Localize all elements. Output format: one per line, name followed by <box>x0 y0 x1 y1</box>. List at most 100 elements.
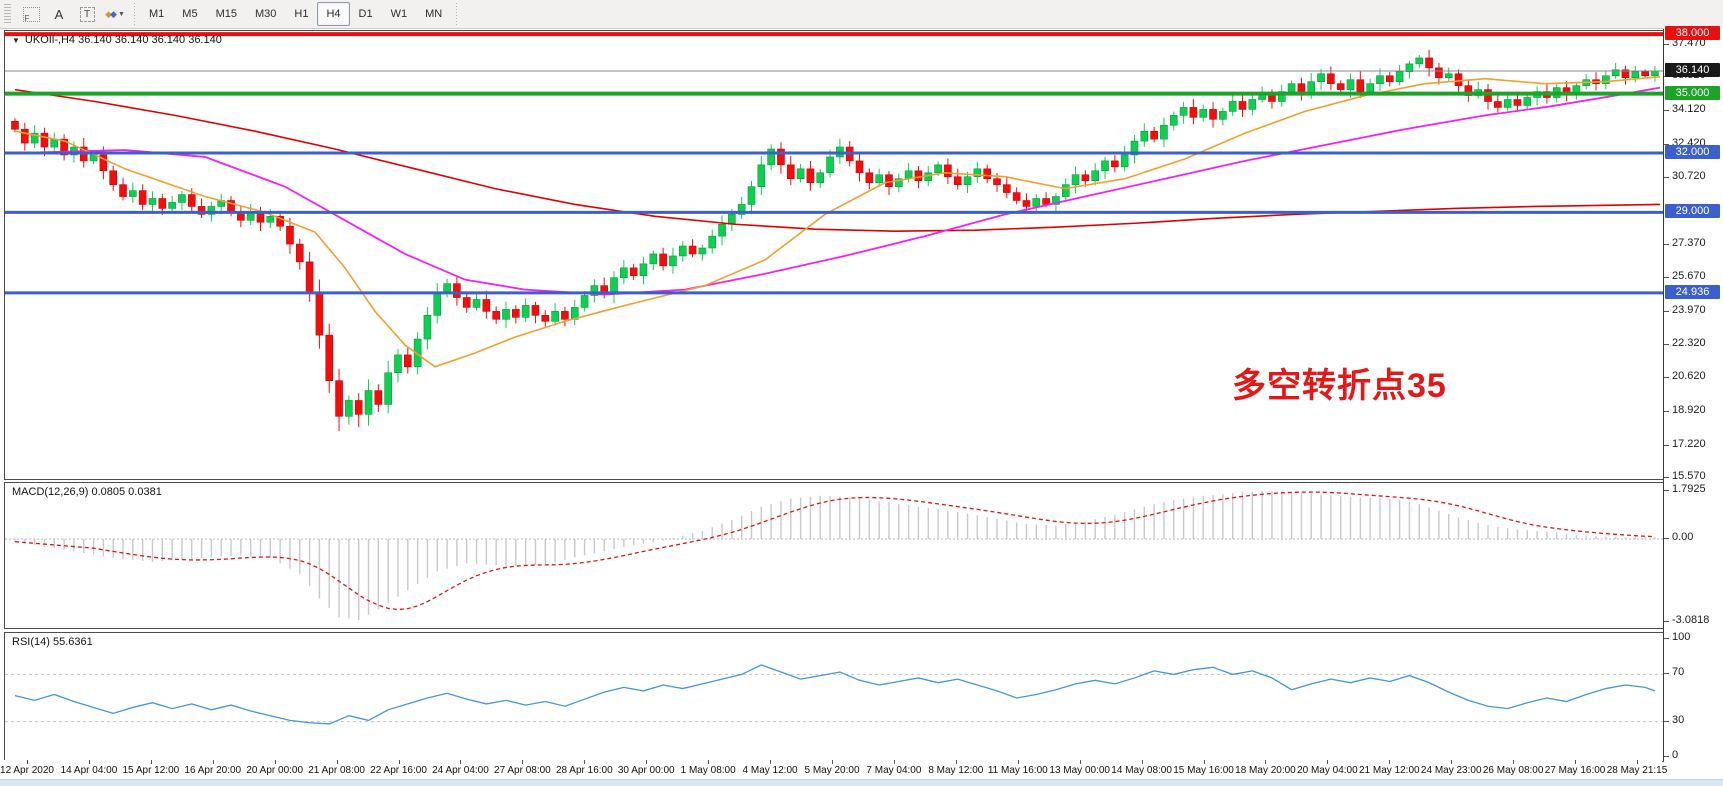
chart-title-text: UKOIl-,H4 36.140 36.140 36.140 36.140 <box>24 34 222 46</box>
text-box-icon[interactable]: T <box>74 2 100 26</box>
time-tick-mark <box>398 760 400 764</box>
time-tick-mark <box>1079 760 1081 764</box>
time-label: 26 May 08:00 <box>1482 765 1544 776</box>
ma-slow-red <box>14 88 1661 232</box>
time-tick-mark <box>274 760 276 764</box>
time-label: 21 Apr 08:00 <box>308 765 365 776</box>
axis-tick-mark <box>1664 720 1669 722</box>
rsi-tick-label: 30 <box>1672 713 1685 726</box>
time-tick-mark <box>27 760 28 764</box>
time-tick-mark <box>1017 760 1019 764</box>
time-label: 22 Apr 16:00 <box>370 765 427 776</box>
time-label: 7 May 04:00 <box>866 765 922 776</box>
toolbar-grip[interactable] <box>4 4 11 24</box>
rsi-tick-label: 70 <box>1672 666 1685 679</box>
time-label: 28 May 21:15 <box>1606 765 1668 776</box>
macd-indicator-label: MACD(12,26,9) 0.0805 0.0381 <box>12 486 162 498</box>
axis-tick-mark <box>1664 243 1669 245</box>
time-tick-mark <box>1637 760 1638 764</box>
chevron-down-icon: ▼ <box>117 10 125 18</box>
time-label: 16 Apr 20:00 <box>184 765 242 776</box>
timeframe-button-M1[interactable]: M1 <box>149 8 165 20</box>
time-label: 24 Apr 04:00 <box>432 765 489 776</box>
timeframe-button-group: M1 M5 M15 M30 H1 H4 D1 W1 MN <box>140 2 451 26</box>
axis-tick-mark <box>1664 343 1669 345</box>
field-grid-glyph: F <box>22 6 40 23</box>
timeframe-button-H4[interactable]: H4 <box>317 2 350 26</box>
time-tick-mark <box>646 760 648 764</box>
time-label: 24 May 23:00 <box>1420 765 1482 776</box>
timeframe-button-M30[interactable]: M30 <box>254 8 277 20</box>
toolbar-separator <box>134 3 135 25</box>
time-tick-mark <box>584 760 586 764</box>
annotation-text[interactable]: 多空转折点35 <box>1232 367 1447 405</box>
timeframe-button-H1[interactable]: H1 <box>294 8 309 20</box>
price-tick-label: 27.370 <box>1672 236 1706 249</box>
time-tick-mark <box>893 760 895 764</box>
macd-tick-label: 0.00 <box>1672 531 1694 543</box>
macd-tick-label: -3.0818 <box>1672 614 1710 627</box>
field-grid-icon[interactable]: F <box>18 2 44 26</box>
timeframe-button-M5[interactable]: M5 <box>182 8 198 20</box>
timeframe-button-W1[interactable]: W1 <box>390 8 408 20</box>
time-label: 13 May 00:00 <box>1049 765 1110 776</box>
arrange-objects-button[interactable]: ◆◆ ▼ <box>102 2 128 26</box>
time-tick-mark <box>1327 760 1329 764</box>
axis-tick-mark <box>1664 277 1669 279</box>
time-label: 18 May 20:00 <box>1235 765 1296 776</box>
price-tick-label: 15.570 <box>1672 470 1706 483</box>
time-label: 4 May 12:00 <box>742 765 798 776</box>
time-tick-mark <box>708 760 710 764</box>
price-line-label-32.000: 32.000 <box>1665 144 1720 159</box>
time-label: 20 Apr 00:00 <box>246 765 304 776</box>
price-line-label-36.140: 36.140 <box>1665 63 1720 77</box>
candles <box>11 49 1659 432</box>
time-tick-mark <box>1575 760 1577 764</box>
axis-tick-mark <box>1664 410 1669 412</box>
time-tick-mark <box>1141 760 1143 764</box>
axis-tick-mark <box>1664 109 1669 111</box>
time-label: 15 Apr 12:00 <box>122 765 180 776</box>
rsi-line <box>14 664 1656 725</box>
text-box-glyph: T <box>79 6 95 22</box>
chart-title[interactable]: ▼ UKOIl-,H4 36.140 36.140 36.140 36.140 <box>12 34 222 46</box>
time-tick-mark <box>336 760 338 764</box>
macd-panel[interactable] <box>4 482 1664 629</box>
text-label-icon[interactable]: A <box>46 2 72 26</box>
rsi-panel[interactable] <box>4 632 1664 762</box>
time-tick-mark <box>460 760 462 764</box>
price-tick-label: 20.620 <box>1672 370 1706 383</box>
time-tick-mark <box>522 760 524 764</box>
timeframe-button-MN[interactable]: MN <box>425 8 443 20</box>
time-axis[interactable]: 12 Apr 2020 14 Apr 04:00 15 Apr 12:00 16 Ap… <box>0 760 1667 778</box>
price-axis[interactable]: 37.47035.82034.12032.42030.72027.37025.6… <box>1664 26 1723 761</box>
macd-signal-line <box>14 491 1655 611</box>
time-label: 8 May 12:00 <box>928 765 984 776</box>
time-label: 11 May 16:00 <box>987 765 1048 776</box>
axis-tick-mark <box>1664 489 1669 491</box>
time-label: 12 Apr 2020 <box>0 765 54 776</box>
symbol-dropdown-icon[interactable]: ▼ <box>12 36 20 45</box>
time-label: 30 Apr 00:00 <box>617 765 675 776</box>
axis-tick-mark <box>1664 177 1669 179</box>
text-label-glyph: A <box>54 6 64 22</box>
main-chart-panel[interactable] <box>4 30 1664 480</box>
price-line-label-24.936: 24.936 <box>1665 284 1720 299</box>
app-toolbar: F A T ◆◆ ▼ M1 M5 M15 M30 H1 H4 D1 W1 MN <box>0 0 1723 29</box>
timeframe-button-M15[interactable]: M15 <box>215 8 237 20</box>
axis-tick-mark <box>1664 377 1669 379</box>
time-tick-mark <box>1203 760 1205 764</box>
time-tick-mark <box>1451 760 1453 764</box>
price-axis-separator <box>1663 29 1664 760</box>
time-label: 20 May 04:00 <box>1297 765 1358 776</box>
axis-tick-mark <box>1664 538 1669 539</box>
price-tick-label: 17.220 <box>1672 437 1706 450</box>
price-tick-label: 23.970 <box>1672 303 1706 316</box>
axis-tick-mark <box>1664 621 1669 623</box>
price-line-label-35.000: 35.000 <box>1665 85 1720 100</box>
timeframe-button-D1[interactable]: D1 <box>358 8 373 20</box>
time-label: 21 May 12:00 <box>1358 765 1420 776</box>
time-label: 5 May 20:00 <box>804 765 860 776</box>
time-label: 27 May 16:00 <box>1544 765 1606 776</box>
axis-tick-mark <box>1664 444 1669 446</box>
